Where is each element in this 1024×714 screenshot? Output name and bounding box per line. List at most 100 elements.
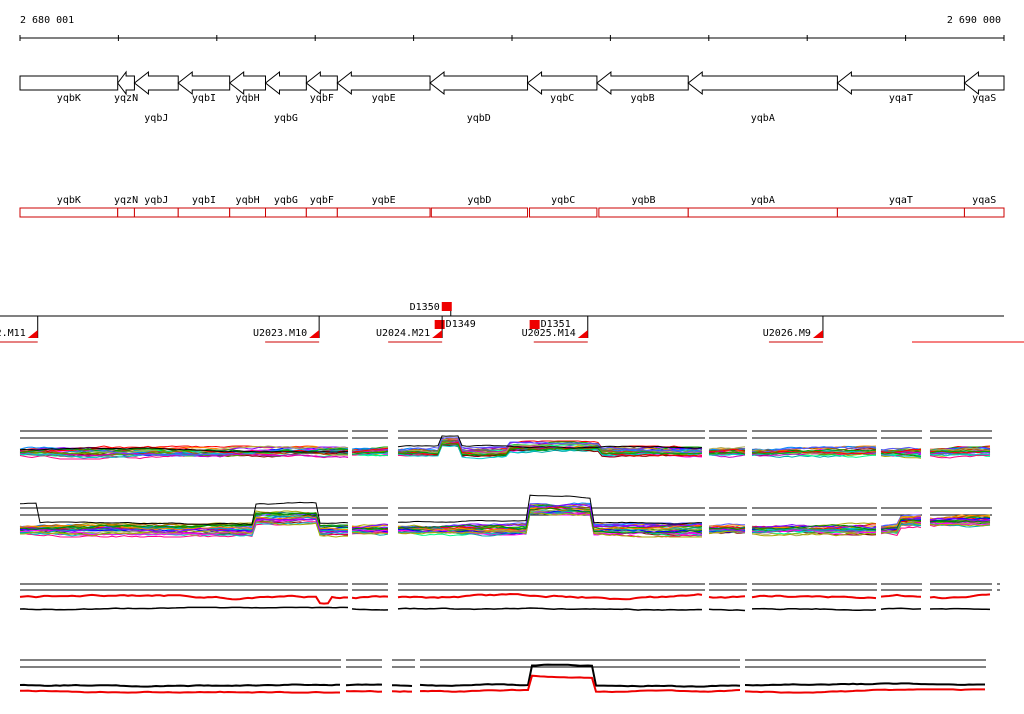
expression-series [708,530,746,535]
segment-box [336,207,431,218]
marker-label: D1350 [410,302,440,313]
segment-box [963,207,1005,218]
segment-label: yqaT [889,195,913,206]
segment-box [19,207,119,218]
upshift-flag [309,330,320,338]
expression-series [929,522,991,526]
gene-label: yqaS [972,93,996,104]
expression-series [880,448,922,454]
gene-arrow [177,70,231,96]
expression-series-red [880,593,922,598]
gene-arrow [19,75,119,91]
marker-box [441,302,452,311]
gene-arrow [429,70,529,96]
segment-label: yqbI [192,195,216,206]
expression-series [397,437,703,453]
expression-series [708,454,746,458]
expression-series [708,525,746,530]
upshift-flag [432,330,443,338]
segment-track: yqbK yqzN yqbJ yqbI yqbH yqbG yqbF yqbE yqbD yqbC… [19,195,1005,218]
segment-box [133,207,179,218]
gene-label: yqbB [631,93,655,104]
expression-series [752,448,877,455]
marker-track: D1350 D1349 D1351 2.M11 U2023.M10 U2024.M21 U2… [0,302,1024,343]
gene-arrow [596,70,689,96]
expression-series [351,523,389,529]
expression-series-black [419,663,741,688]
expression-series [880,521,922,534]
expression-series [397,435,703,449]
gene-label: yqaT [889,93,913,104]
upshift-label: U2025.M14 [522,328,576,339]
segment-box [305,207,338,218]
gene-label: yqbJ [144,113,168,124]
expression-series-black [744,682,985,687]
segment-box [687,207,838,218]
expression-series [351,447,389,453]
expression-series [397,511,703,538]
expression-series [929,520,991,523]
segment-box [117,207,135,218]
segment-label: yqbC [551,195,575,206]
marker-box [434,320,445,329]
gene-label: yqbC [550,93,574,104]
expression-series [708,524,746,527]
expression-series [751,523,877,529]
expression-series [20,518,349,536]
expression-series [397,438,703,452]
gene-arrow [117,70,135,96]
expression-series [880,515,922,528]
gene-label: yqbH [236,93,260,104]
expression-series [351,450,389,455]
gene-arrow [305,70,338,96]
gene-label: yqbK [57,93,81,104]
gene-arrow [963,70,1005,96]
segment-label: yqaS [972,195,996,206]
gene-arrow [228,70,267,96]
gene-arrow [133,70,179,96]
expression-series [929,523,991,527]
expression-series [880,454,922,459]
expression-series [929,454,991,459]
segment-label: yqbG [274,195,298,206]
expression-series-red [751,594,877,600]
expression-series [397,507,703,534]
expression-series [397,440,703,455]
segment-box [265,207,307,218]
segment-label: yqbA [751,195,775,206]
upshift-label: 2.M11 [0,328,26,339]
expression-series [880,514,922,527]
expression-series [352,529,389,532]
expression-series-black [345,683,383,687]
expression-series-red [397,592,703,601]
expression-series [751,445,877,451]
expression-series-black [708,608,746,612]
marker-box [529,320,540,329]
segment-label: yqbE [372,195,396,206]
expression-series [751,524,877,531]
expression-series [751,530,877,537]
segment-box [229,207,267,218]
expression-series [351,524,389,529]
segment-label: yqbF [310,195,334,206]
segment-label: yqbB [632,195,656,206]
gene-label: yqbG [274,113,298,124]
expression-series [397,494,703,525]
expression-series [351,531,389,535]
expression-series [751,528,877,534]
expression-series-red [744,688,985,694]
ruler-end-label: 2 690 000 [947,15,1001,26]
expression-series [19,522,349,537]
gene-track: yqbK yqzN yqbJ yqbI yqbH yqbG yqbF yqbE yqbD yqbC… [19,70,1005,124]
expression-series-red [929,593,991,600]
upshift-flag [27,330,38,338]
expression-series [751,532,877,537]
expression-series [708,448,746,453]
segment-label: yqbH [236,195,260,206]
upshift-label: U2024.M21 [376,328,430,339]
gene-label: yqbD [467,113,491,124]
gene-arrow [336,70,431,96]
coordinate-ruler: 2 680 001 2 690 000 [19,15,1005,41]
